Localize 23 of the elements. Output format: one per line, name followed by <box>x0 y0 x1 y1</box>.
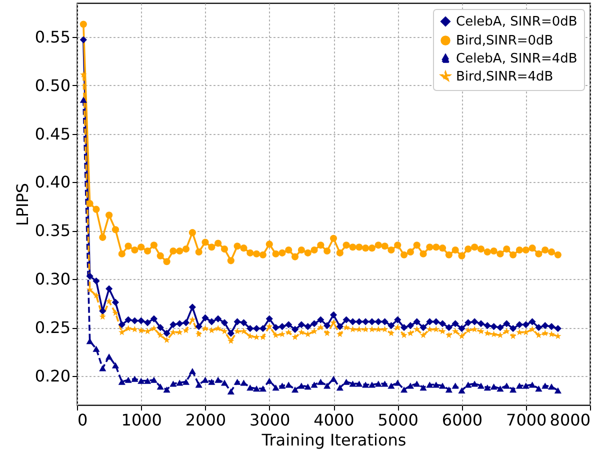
x-tick-label: 1000 <box>121 410 162 430</box>
y-axis-title: LPIPS <box>12 182 32 226</box>
y-tick-label: 0.35 <box>34 221 70 240</box>
x-tick-label: 5000 <box>378 410 418 430</box>
x-tick-label: 2000 <box>185 410 226 430</box>
legend-label: CelebA, SINR=0dB <box>456 14 578 30</box>
x-tick-label: 6000 <box>442 410 483 430</box>
y-tick-label: 0.40 <box>34 172 70 192</box>
y-tick-label: 0.25 <box>34 318 70 338</box>
y-tick-label: 0.50 <box>34 76 70 95</box>
x-tick-label: 8000 <box>550 410 590 430</box>
x-tick-label: 0 <box>78 410 88 430</box>
legend-label: Bird,SINR=0dB <box>456 34 554 48</box>
x-axis-title: Training Iterations <box>260 430 406 450</box>
y-tick-label: 0.20 <box>34 366 70 386</box>
y-tick-label: 0.45 <box>34 124 70 144</box>
legend-label: Bird,SINR=4dB <box>456 70 554 84</box>
x-tick-label: 3000 <box>250 410 290 430</box>
x-tick-label: 4000 <box>314 410 354 430</box>
y-tick-label: 0.30 <box>34 270 70 289</box>
x-tick-label: 7000 <box>506 410 547 430</box>
legend-label: CelebA, SINR=4dB <box>456 52 578 66</box>
y-tick-label: 0.55 <box>34 27 70 46</box>
